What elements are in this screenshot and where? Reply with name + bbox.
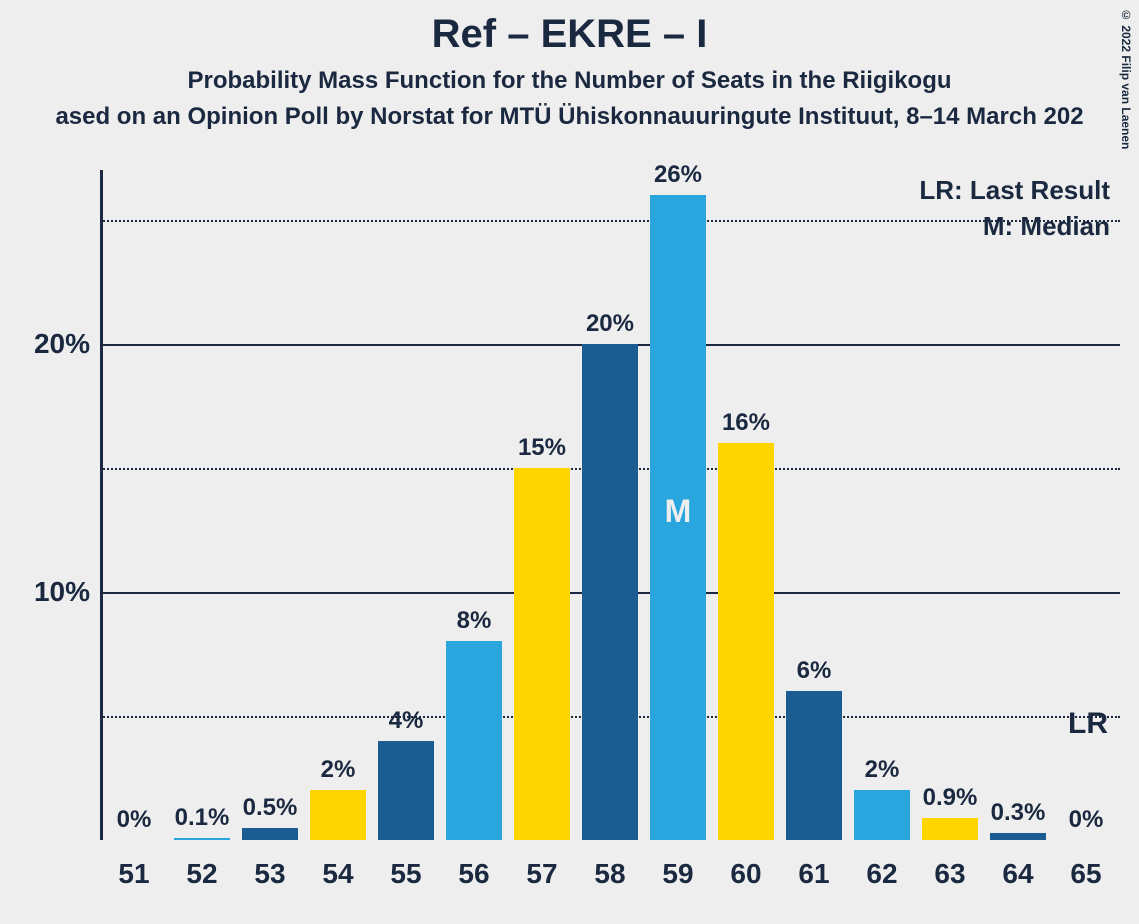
bar-value-label: 8% [446, 607, 502, 635]
chart-subtitle: Probability Mass Function for the Number… [0, 67, 1139, 95]
bar [922, 818, 978, 840]
y-tick-label: 20% [34, 328, 90, 360]
x-tick-label: 58 [594, 858, 625, 890]
chart-subtitle2: ased on an Opinion Poll by Norstat for M… [0, 103, 1139, 131]
bar-value-label: 16% [718, 409, 774, 437]
bar [174, 838, 230, 840]
x-tick-label: 63 [934, 858, 965, 890]
x-tick-label: 54 [322, 858, 353, 890]
bar-value-label: 0% [106, 806, 162, 834]
bar-value-label: 2% [854, 756, 910, 784]
bar [310, 790, 366, 840]
x-tick-label: 59 [662, 858, 693, 890]
x-tick-label: 52 [186, 858, 217, 890]
x-tick-label: 53 [254, 858, 285, 890]
bar [242, 828, 298, 840]
bar [378, 741, 434, 840]
bar-value-label: 0% [1058, 806, 1114, 834]
x-tick-label: 60 [730, 858, 761, 890]
bar-group: 2% [310, 170, 366, 840]
x-tick-label: 57 [526, 858, 557, 890]
plot: 10%20%0%510.1%520.5%532%544%558%5615%572… [100, 170, 1120, 840]
bar-group: 20% [582, 170, 638, 840]
bar-value-label: 0.1% [174, 804, 230, 832]
bar [718, 443, 774, 840]
x-tick-label: 56 [458, 858, 489, 890]
bar-group: 8% [446, 170, 502, 840]
bar-value-label: 0.3% [990, 799, 1046, 827]
bar-group: 2% [854, 170, 910, 840]
bar-group: 0.3% [990, 170, 1046, 840]
bar-group: 0.1% [174, 170, 230, 840]
bar [446, 641, 502, 840]
bar-group: 15% [514, 170, 570, 840]
bar-value-label: 15% [514, 434, 570, 462]
bar-value-label: 0.5% [242, 794, 298, 822]
y-tick-label: 10% [34, 576, 90, 608]
bar-value-label: 26% [650, 161, 706, 189]
x-tick-label: 55 [390, 858, 421, 890]
bar-group: 0% [106, 170, 162, 840]
lr-mark: LR [1068, 707, 1108, 741]
chart-title: Ref – EKRE – I [0, 0, 1139, 57]
bar [786, 691, 842, 840]
y-axis-line [100, 170, 103, 840]
bar-group: 0.9% [922, 170, 978, 840]
bar [514, 468, 570, 840]
bar-group: 4% [378, 170, 434, 840]
x-tick-label: 61 [798, 858, 829, 890]
median-mark: M [665, 493, 692, 530]
bar [582, 344, 638, 840]
bar-value-label: 20% [582, 310, 638, 338]
x-tick-label: 64 [1002, 858, 1033, 890]
x-tick-label: 62 [866, 858, 897, 890]
bar-group: 16% [718, 170, 774, 840]
bar-value-label: 0.9% [922, 784, 978, 812]
copyright-text: © 2022 Filip van Laenen [1119, 8, 1133, 149]
bar-value-label: 6% [786, 657, 842, 685]
bar-value-label: 4% [378, 707, 434, 735]
x-tick-label: 65 [1070, 858, 1101, 890]
bar-value-label: 2% [310, 756, 366, 784]
x-tick-label: 51 [118, 858, 149, 890]
bar [854, 790, 910, 840]
plot-area: LR: Last Result M: Median 10%20%0%510.1%… [100, 170, 1120, 840]
bar-group: 0.5% [242, 170, 298, 840]
bar-group: 6% [786, 170, 842, 840]
bar [990, 833, 1046, 840]
bar-group: 26%M [650, 170, 706, 840]
chart-container: Ref – EKRE – I Probability Mass Function… [0, 0, 1139, 924]
